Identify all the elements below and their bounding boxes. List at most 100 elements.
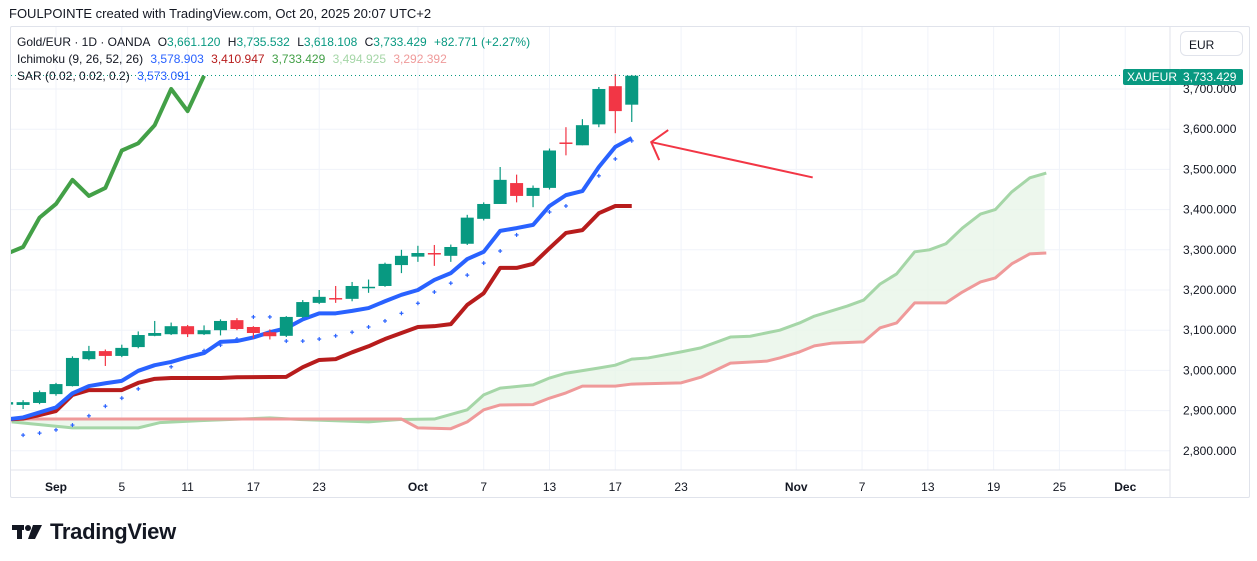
open-value: 3,661.120: [167, 35, 221, 49]
chart-frame: [10, 26, 1250, 498]
annotation-arrow-shaft: [650, 141, 813, 179]
candle: [362, 279, 376, 293]
candle-body: [493, 179, 507, 204]
high-label: H: [227, 35, 237, 49]
candle-body: [115, 347, 129, 356]
candle-body: [592, 89, 606, 125]
candle-body: [148, 333, 162, 336]
candle-body: [329, 298, 343, 300]
sar-dot: [498, 249, 503, 254]
tenkan-sen-line: [11, 136, 633, 421]
sar-dot: [432, 290, 437, 295]
candle: [148, 320, 162, 337]
candle-body: [526, 187, 540, 196]
low-label: L: [297, 35, 304, 49]
close-label: C: [364, 35, 374, 49]
candle-body: [575, 125, 589, 146]
candle-body: [394, 255, 408, 266]
tenkan-value: 3,578.903: [150, 52, 204, 66]
candle: [608, 74, 622, 134]
sar-dot: [383, 318, 387, 323]
candle: [460, 214, 474, 245]
candle: [246, 326, 260, 339]
sar-dot: [202, 348, 207, 353]
candle-body: [131, 335, 145, 348]
sar-value: 3,573.091: [137, 69, 191, 83]
x-tick-label: Oct: [408, 480, 428, 494]
sar-dot: [169, 364, 174, 369]
x-tick-label: 25: [1053, 480, 1067, 494]
candle-body: [279, 316, 293, 336]
sar-dot: [596, 173, 601, 178]
low-group: L3,618.108: [297, 35, 357, 49]
sar-label[interactable]: SAR (0.02, 0.02, 0.2): [17, 69, 130, 83]
candle-body: [444, 246, 458, 256]
x-tick-label: 7: [859, 480, 866, 494]
candle: [559, 127, 573, 156]
candle: [575, 119, 589, 146]
x-tick-label: 23: [674, 480, 688, 494]
candle: [16, 400, 30, 409]
sar-dot: [629, 138, 634, 143]
low-value: 3,618.108: [303, 35, 358, 49]
candle: [493, 166, 507, 204]
y-tick-label: 3,200.000: [1183, 283, 1237, 297]
sar-dot: [136, 386, 141, 391]
sar-dot: [350, 330, 355, 335]
candle-body: [49, 384, 63, 395]
candle: [312, 290, 326, 305]
currency-button[interactable]: EUR: [1180, 31, 1243, 56]
sar-dot: [481, 261, 486, 266]
sar-dot: [514, 232, 519, 237]
candle-body: [11, 402, 14, 405]
sar-dot: [613, 156, 618, 161]
x-tick-label: 11: [181, 480, 194, 494]
candle: [164, 322, 178, 336]
sar-dot: [547, 210, 552, 215]
candle-body: [460, 217, 474, 244]
x-tick-label: 5: [118, 480, 125, 494]
span-b-value: 3,292.392: [393, 52, 447, 66]
ichimoku-cloud: [11, 173, 1045, 429]
x-tick-label: 19: [987, 480, 1001, 494]
candle: [263, 329, 277, 340]
candle-body: [362, 286, 376, 289]
open-group: O3,661.120: [158, 35, 221, 49]
candle: [477, 202, 491, 221]
sar-dot: [37, 431, 42, 436]
close-group: C3,733.429: [365, 35, 427, 49]
legend-sar-row[interactable]: SAR (0.02, 0.02, 0.2) 3,573.091: [17, 69, 194, 83]
candle-body: [82, 351, 96, 360]
legend-ichimoku-row[interactable]: Ichimoku (9, 26, 52, 26) 3,578.903 3,410…: [17, 52, 451, 66]
candle: [378, 262, 392, 287]
candle: [98, 349, 112, 366]
sar-dot: [300, 339, 305, 344]
ichimoku-label[interactable]: Ichimoku (9, 26, 52, 26): [17, 52, 144, 66]
x-tick-label: 23: [313, 480, 327, 494]
x-tick-label: 13: [543, 480, 557, 494]
candle-body: [378, 263, 392, 286]
annotation-arrow-head: [649, 129, 669, 161]
chikou-span-line: [11, 74, 206, 255]
sar-dot: [333, 333, 338, 338]
candle: [131, 331, 145, 349]
candle: [82, 345, 96, 361]
sar-dot: [234, 337, 239, 342]
sar-dot: [103, 404, 108, 409]
x-tick-label: 17: [609, 480, 623, 494]
y-tick-label: 3,700.000: [1183, 82, 1237, 96]
candle: [115, 344, 129, 358]
candle: [296, 300, 310, 319]
close-value: 3,733.429: [373, 35, 427, 49]
x-tick-label: 13: [921, 480, 935, 494]
high-group: H3,735.532: [228, 35, 290, 49]
legend-symbol[interactable]: Gold/EUR · 1D · OANDA: [17, 35, 151, 49]
sar-dot: [317, 337, 322, 342]
sar-dot: [86, 413, 91, 418]
tradingview-logo[interactable]: TradingView: [12, 519, 176, 545]
candle: [345, 281, 359, 302]
candle: [625, 74, 639, 122]
sar-dot: [218, 343, 223, 348]
change-value: +82.771 (+2.27%): [434, 35, 531, 49]
